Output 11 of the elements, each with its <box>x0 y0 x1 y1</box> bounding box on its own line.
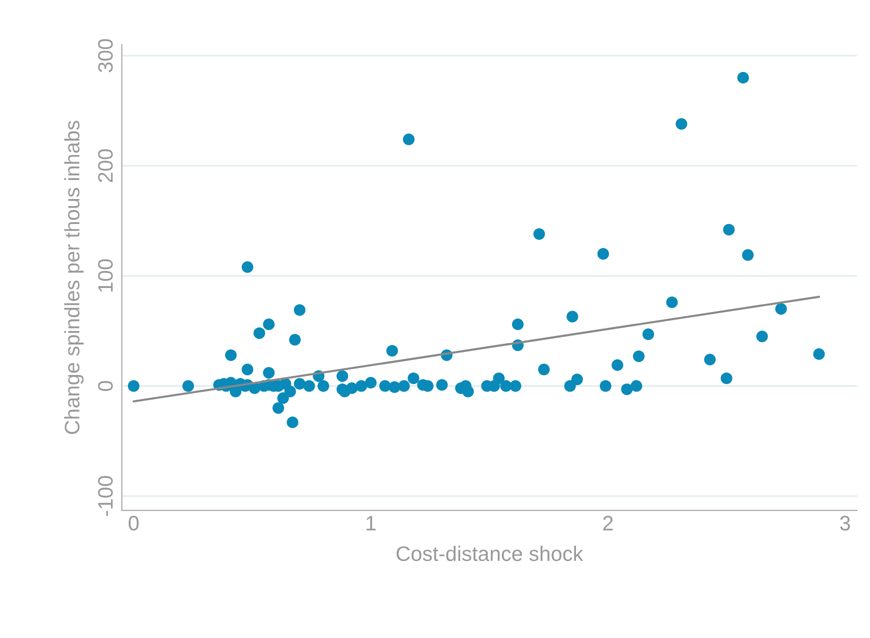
y-tick-label: 100 <box>98 259 113 292</box>
x-tick-label: 2 <box>603 516 613 530</box>
x-tick-label: 3 <box>840 516 850 531</box>
y-axis-title: Change spindles per thous inhabs <box>64 120 84 434</box>
x-tick-label: 0 <box>128 516 139 531</box>
y-tick-label: 0 <box>98 381 113 391</box>
x-axis-title: Cost-distance shock <box>396 546 584 562</box>
x-tick-label: 1 <box>366 516 376 530</box>
y-tick-label: -100 <box>98 476 113 516</box>
y-tick-label: 200 <box>98 149 113 182</box>
y-tick-label: 300 <box>98 39 113 72</box>
